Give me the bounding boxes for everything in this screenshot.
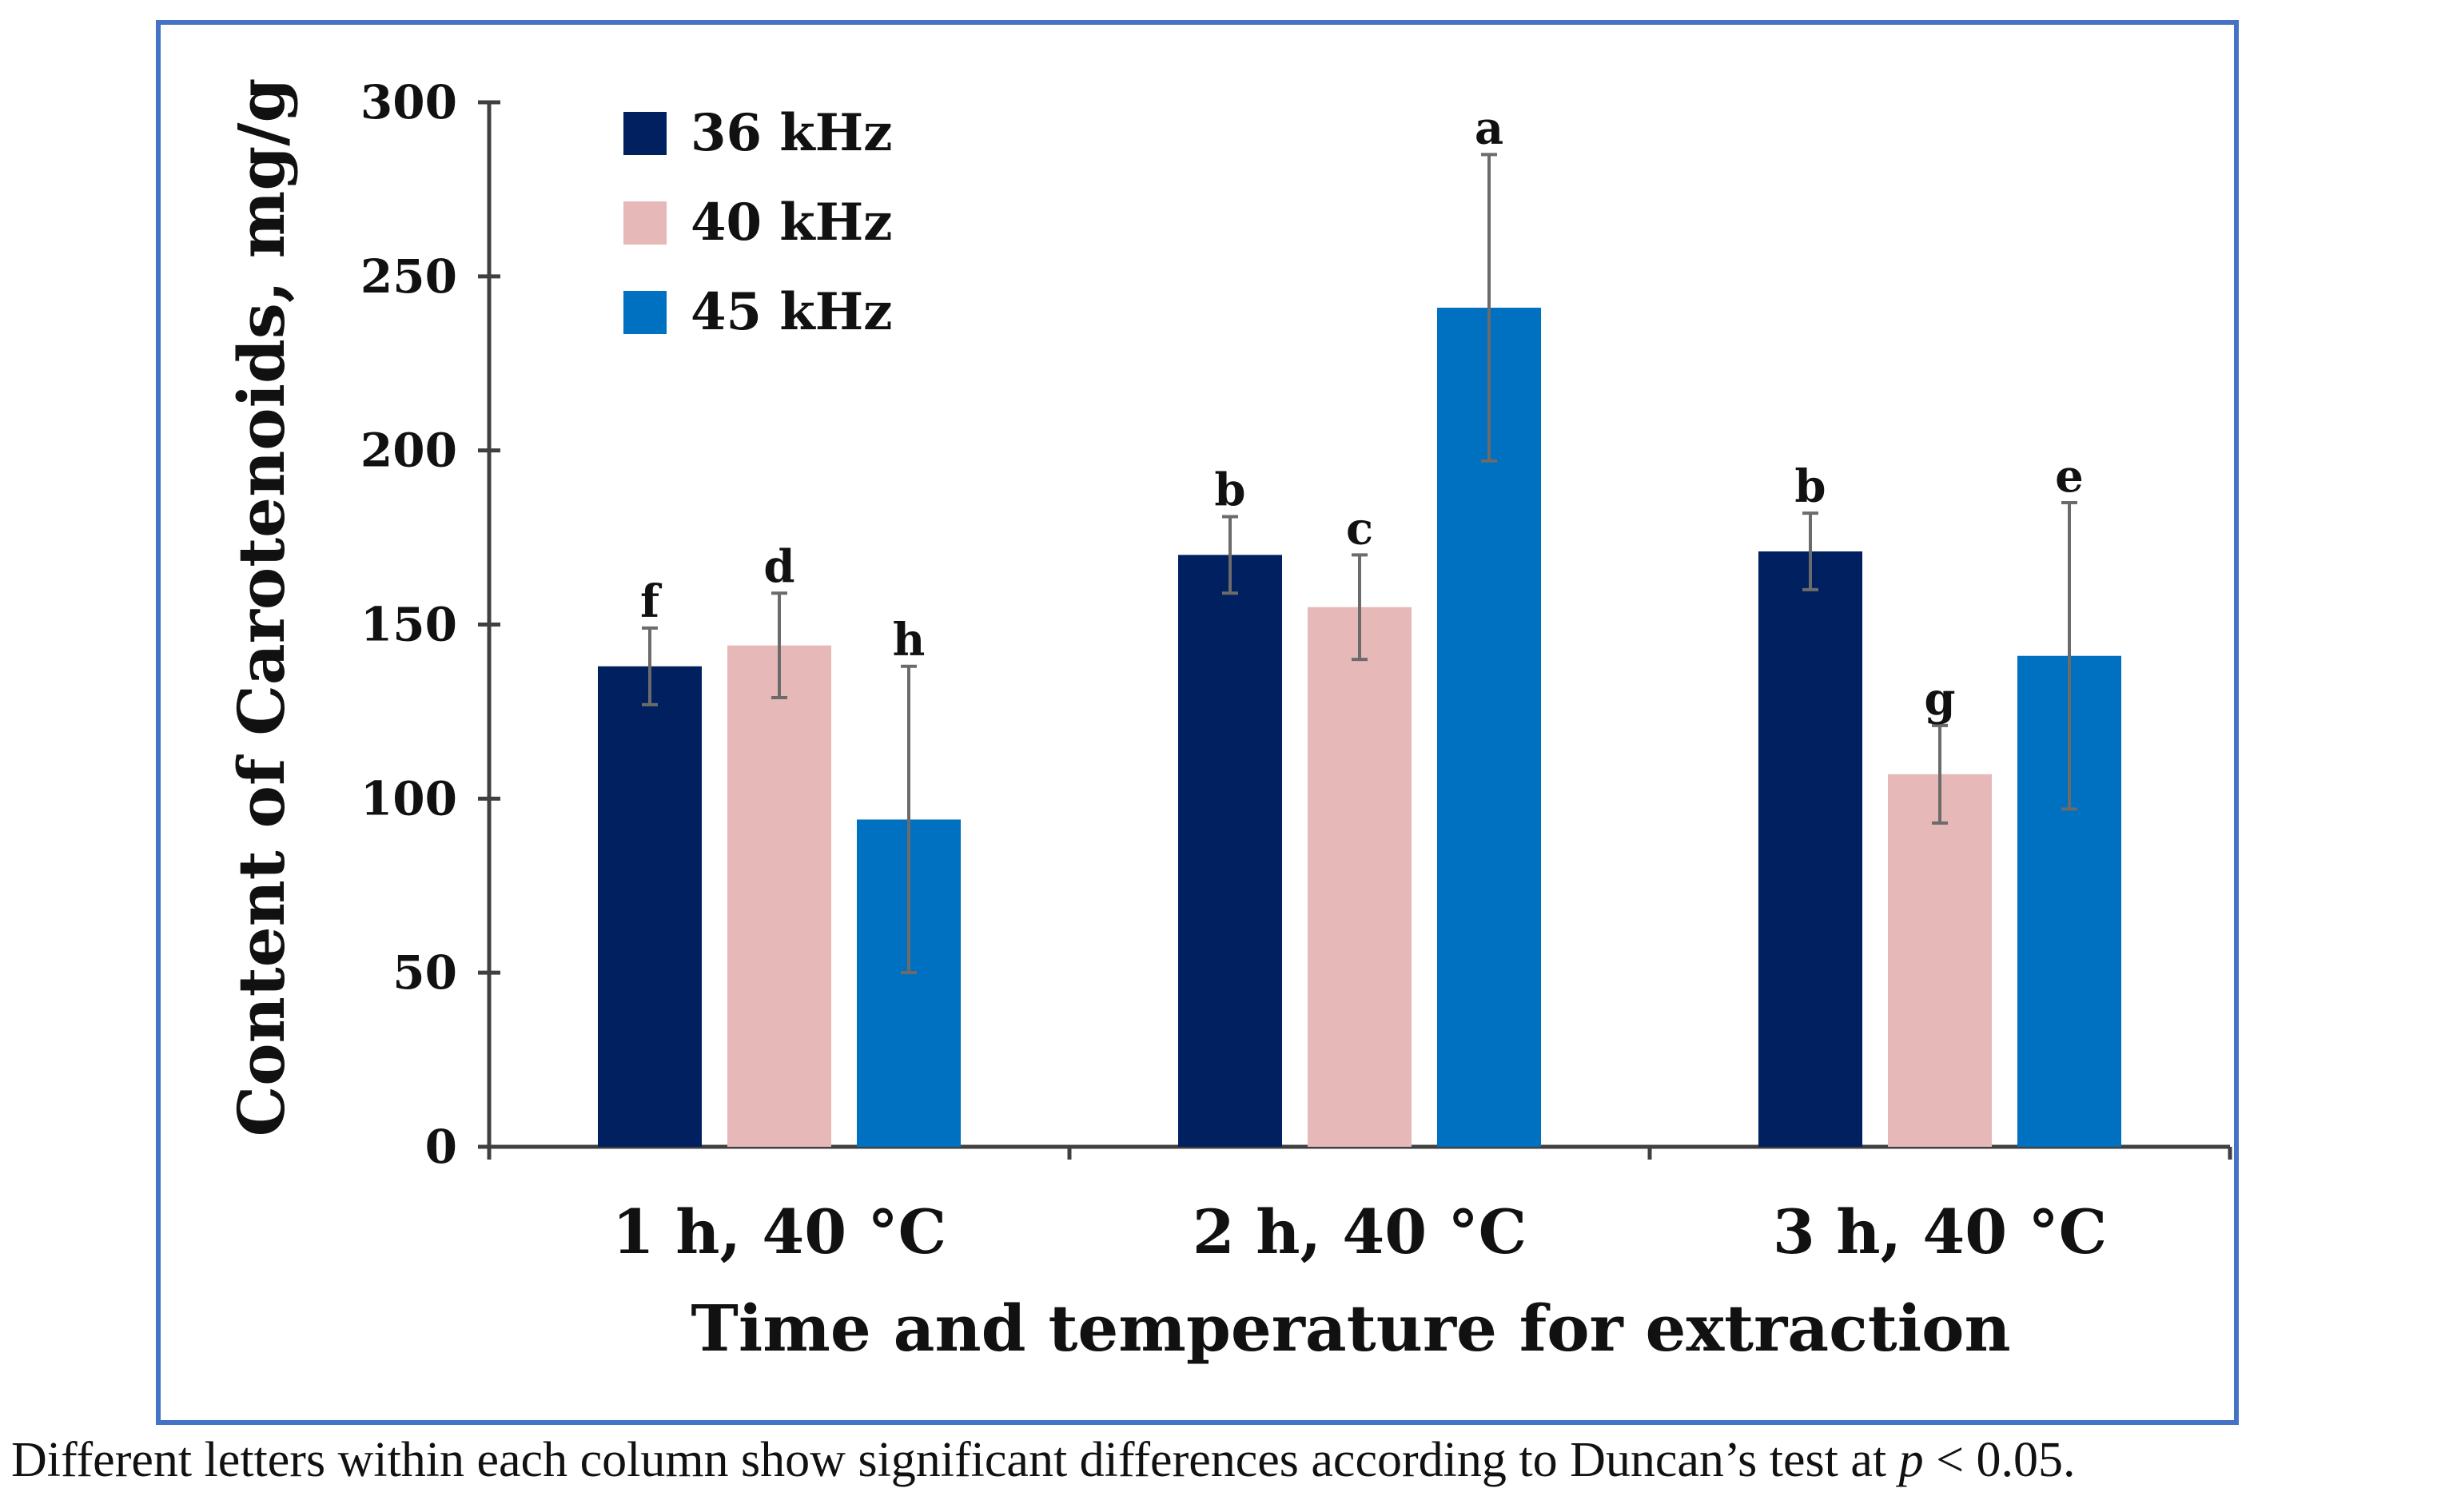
caption-prefix: Different letters within each column sho…	[11, 1433, 1899, 1487]
y-tick-label: 200	[360, 424, 457, 478]
x-category-label: 2 h, 40 °C	[1193, 1196, 1527, 1267]
y-tick-label: 150	[360, 598, 457, 652]
bar	[1758, 551, 1862, 1147]
x-category-label: 3 h, 40 °C	[1773, 1196, 2107, 1267]
y-tick-label: 100	[360, 771, 457, 826]
error-bars	[642, 153, 2077, 975]
significance-letter: b	[1794, 460, 1826, 513]
x-category-label: 1 h, 40 °C	[612, 1196, 946, 1267]
bar	[1308, 607, 1412, 1147]
legend-label: 40 kHz	[691, 193, 893, 253]
bar	[1888, 774, 1992, 1147]
significance-letter: b	[1214, 464, 1245, 516]
bar	[727, 645, 831, 1147]
significance-letter: e	[2055, 450, 2084, 503]
significance-letter: a	[1475, 101, 1503, 154]
y-tick-label: 250	[360, 249, 457, 304]
caption-suffix: < 0.05.	[1923, 1433, 2076, 1487]
legend-swatch	[623, 201, 667, 245]
x-axis-title: Time and temperature for extraction	[691, 1291, 2010, 1366]
legend: 36 kHz 40 kHz 45 kHz	[623, 103, 893, 342]
significance-letter: f	[640, 575, 663, 628]
bar	[598, 666, 702, 1147]
legend-swatch	[623, 112, 667, 155]
caption-p-symbol: p	[1898, 1433, 1924, 1487]
significance-letter: h	[893, 614, 926, 666]
legend-label: 45 kHz	[691, 282, 893, 342]
significance-letter: c	[1346, 502, 1373, 555]
significance-letters: f d h b c a b g e	[640, 101, 2084, 725]
y-tick-label: 0	[425, 1120, 457, 1174]
bar	[1178, 555, 1282, 1147]
significance-letter: g	[1924, 673, 1955, 726]
y-axis-title: Content of Carotenoids, mg/g	[224, 78, 299, 1137]
y-tick-label: 50	[392, 945, 457, 1000]
legend-label: 36 kHz	[691, 103, 893, 163]
figure-caption: Different letters within each column sho…	[11, 1432, 2441, 1489]
y-tick-label: 300	[360, 75, 457, 129]
legend-swatch	[623, 291, 667, 334]
y-axis: 0 50 100 150 200 250 300	[360, 75, 500, 1174]
significance-letter: d	[763, 540, 794, 593]
